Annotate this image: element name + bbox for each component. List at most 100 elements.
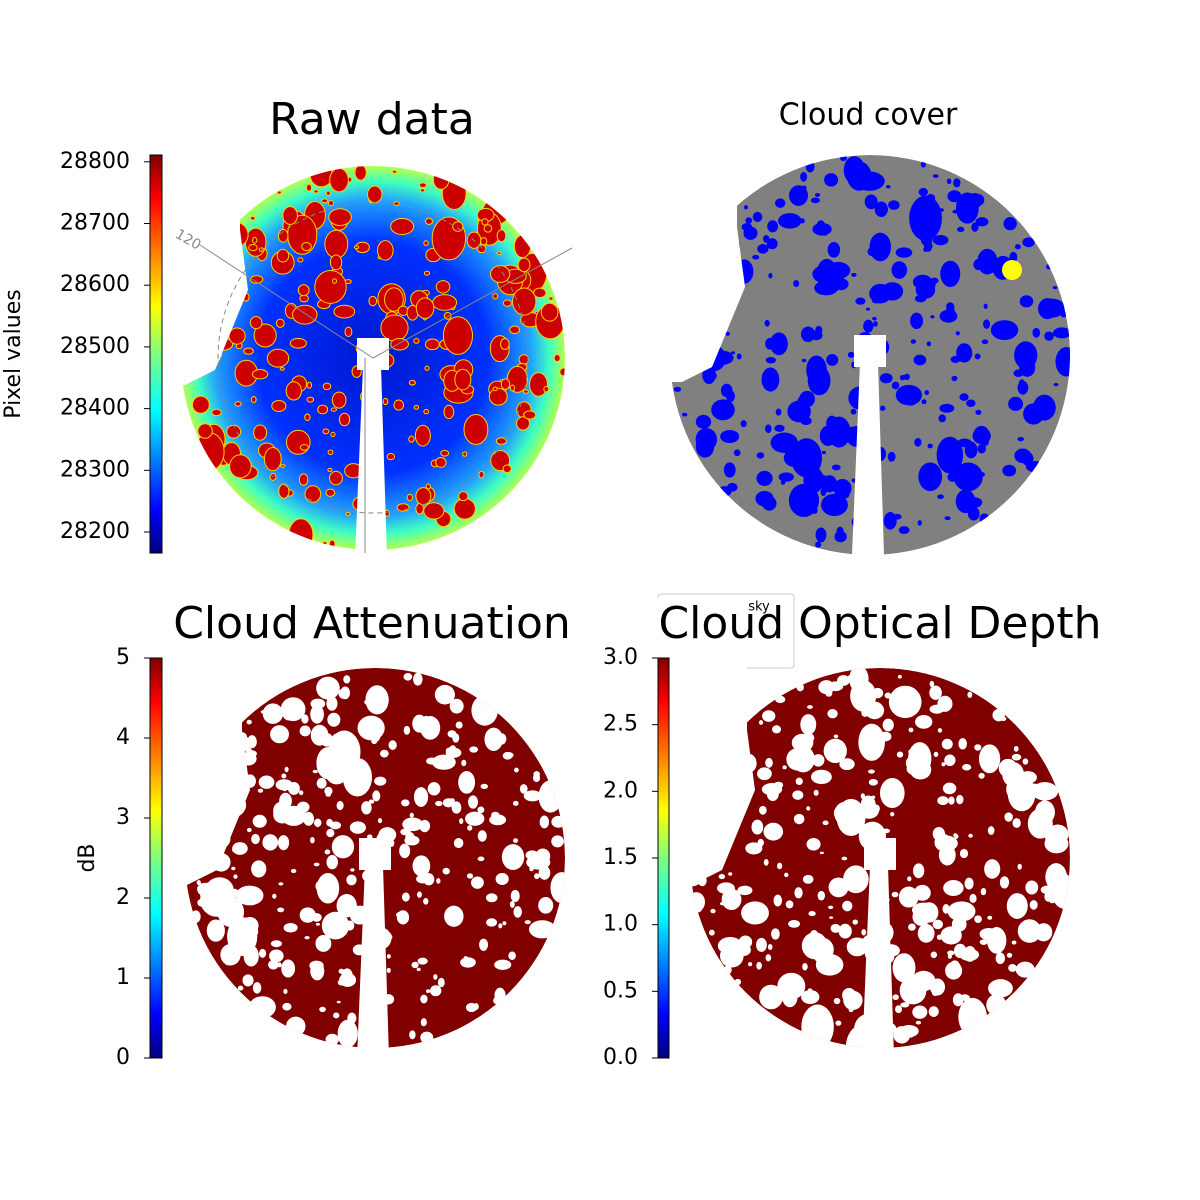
texture (758, 720, 764, 725)
texture (408, 379, 416, 386)
panel-title: Cloud cover (779, 98, 958, 133)
texture (453, 497, 476, 520)
texture (310, 836, 315, 844)
texture (751, 819, 764, 835)
texture (477, 830, 487, 842)
texture (784, 872, 789, 878)
texture (194, 432, 225, 472)
texture (1017, 919, 1042, 943)
texture (233, 936, 241, 943)
texture (270, 940, 283, 948)
texture (282, 1002, 292, 1011)
texture (399, 843, 411, 859)
texture (947, 901, 976, 922)
texture (190, 910, 201, 923)
texture (926, 341, 931, 347)
texture (278, 483, 290, 499)
texture (380, 749, 389, 758)
texture (860, 795, 876, 814)
colorbar-tick-label: 0 (116, 1045, 130, 1070)
texture (409, 1030, 416, 1040)
texture (551, 815, 565, 828)
mask-square (864, 838, 896, 870)
polar-spoke (372, 247, 573, 359)
texture (723, 462, 736, 478)
texture (811, 937, 834, 962)
texture (788, 919, 801, 928)
texture (315, 934, 332, 952)
texture (767, 943, 773, 951)
texture (812, 264, 846, 285)
texture (326, 696, 338, 711)
texture (824, 173, 839, 187)
texture (1017, 863, 1022, 870)
texture (251, 833, 260, 845)
colorbar-tick-label: 28700 (60, 210, 130, 235)
texture (910, 339, 917, 344)
texture (269, 949, 284, 963)
texture (765, 757, 773, 768)
texture (452, 733, 460, 743)
texture (365, 685, 389, 715)
texture (197, 898, 213, 908)
texture (892, 994, 899, 1001)
texture (1038, 298, 1066, 318)
texture (453, 837, 464, 849)
texture (252, 982, 262, 994)
texture (197, 423, 213, 439)
texture (262, 834, 279, 851)
texture (915, 1020, 922, 1025)
texture (874, 201, 888, 217)
texture (796, 683, 804, 692)
texture (682, 412, 688, 417)
texture (417, 891, 422, 898)
texture (479, 237, 488, 246)
texture (248, 996, 276, 1019)
texture (1045, 832, 1058, 844)
texture (278, 882, 284, 886)
texture (340, 686, 351, 700)
texture (914, 438, 922, 447)
texture (791, 746, 815, 773)
texture (412, 714, 427, 733)
colorbar-tick-label: 3 (116, 805, 130, 830)
texture (702, 366, 716, 385)
texture (228, 327, 246, 345)
texture (458, 491, 469, 502)
sky-image (115, 598, 565, 1058)
texture (821, 474, 826, 482)
texture (908, 923, 916, 931)
texture (463, 413, 489, 445)
texture (937, 728, 943, 733)
texture (315, 820, 321, 828)
colorbar-tick-label: 28200 (60, 519, 130, 544)
texture (374, 776, 387, 786)
colorbar-tick-label: 4 (116, 725, 130, 750)
texture (695, 414, 712, 429)
texture (930, 951, 938, 959)
texture (283, 923, 298, 933)
texture (811, 769, 832, 785)
texture (287, 781, 300, 795)
texture (966, 399, 976, 407)
texture (764, 319, 770, 327)
texture (1006, 893, 1028, 919)
texture (382, 397, 389, 406)
texture (768, 272, 773, 279)
texture (954, 834, 959, 839)
texture (329, 470, 343, 486)
texture (759, 805, 767, 815)
texture (810, 197, 820, 204)
texture (959, 393, 969, 401)
texture (879, 731, 892, 742)
texture (762, 496, 777, 511)
texture (791, 438, 823, 478)
texture (830, 923, 841, 933)
texture (975, 217, 989, 227)
texture (930, 315, 935, 319)
mask-arm (852, 363, 884, 555)
texture (947, 953, 952, 959)
texture (757, 767, 772, 781)
texture (840, 155, 847, 162)
texture (736, 353, 742, 360)
